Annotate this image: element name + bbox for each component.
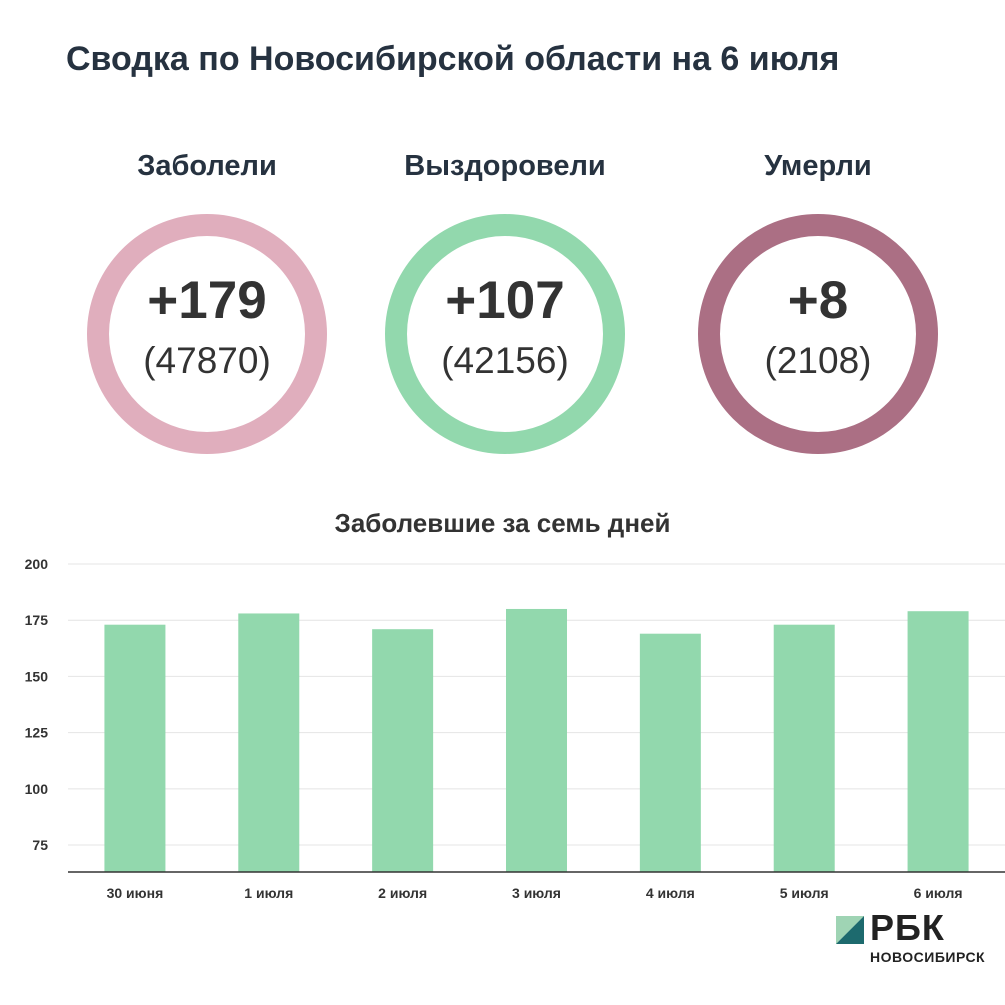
bar (104, 624, 166, 872)
ring-circle (698, 214, 938, 454)
bar (773, 624, 835, 872)
x-tick-label: 30 июня (107, 885, 164, 901)
x-tick-label: 2 июля (378, 885, 427, 901)
stat-delta: +8 (787, 271, 849, 330)
logo-city: НОВОСИБИРСК (870, 949, 986, 965)
logo-word: РБК (870, 907, 945, 948)
stat-delta: +107 (445, 271, 565, 330)
bar (506, 608, 567, 872)
x-tick-label: 3 июля (512, 885, 561, 901)
rbc-logo-mark (836, 916, 864, 944)
y-tick-label: 125 (25, 725, 49, 741)
x-tick-label: 1 июля (244, 885, 293, 901)
ring-circle (87, 214, 327, 454)
ring-circle (385, 214, 625, 454)
x-tick-label: 6 июля (914, 885, 963, 901)
stat-delta: +179 (147, 271, 267, 330)
stat-total: (47870) (143, 340, 271, 381)
stat-label: Выздоровели (404, 150, 606, 182)
stat-total: (2108) (764, 340, 872, 381)
bar-chart: 75 100 125 150 175 200 30 июня 1 июля 2 июля 3 ию… (25, 556, 1005, 901)
stat-recovered: Выздоровели +107 (42156) (355, 140, 655, 470)
bar (907, 611, 969, 872)
chart-title: Заболевшие за семь дней (334, 508, 671, 538)
y-tick-label: 150 (25, 668, 49, 684)
rbc-logo: РБК НОВОСИБИРСК (836, 907, 1001, 972)
ring-stroke (385, 214, 625, 454)
stat-infected: Заболели +179 (47870) (57, 140, 357, 470)
bar (639, 633, 701, 872)
ring-infected (87, 214, 327, 454)
logo-mark-dark (836, 916, 864, 944)
x-tick-label: 4 июля (646, 885, 695, 901)
stat-label: Заболели (137, 150, 277, 182)
y-tick-label: 75 (32, 837, 48, 853)
stat-total: (42156) (441, 340, 569, 381)
ring-recovered (385, 214, 625, 454)
x-tick-label: 5 июля (780, 885, 829, 901)
ring-deaths (698, 214, 938, 454)
bar (372, 629, 434, 872)
y-tick-label: 175 (25, 612, 49, 628)
bar (238, 613, 300, 872)
stat-deaths: Умерли +8 (2108) (668, 140, 968, 470)
ring-stroke (87, 214, 327, 454)
y-tick-label: 200 (25, 556, 49, 572)
y-tick-label: 100 (25, 781, 49, 797)
stat-label: Умерли (764, 150, 872, 182)
ring-stroke (698, 214, 938, 454)
page-title: Сводка по Новосибирской области на 6 июл… (66, 40, 840, 78)
